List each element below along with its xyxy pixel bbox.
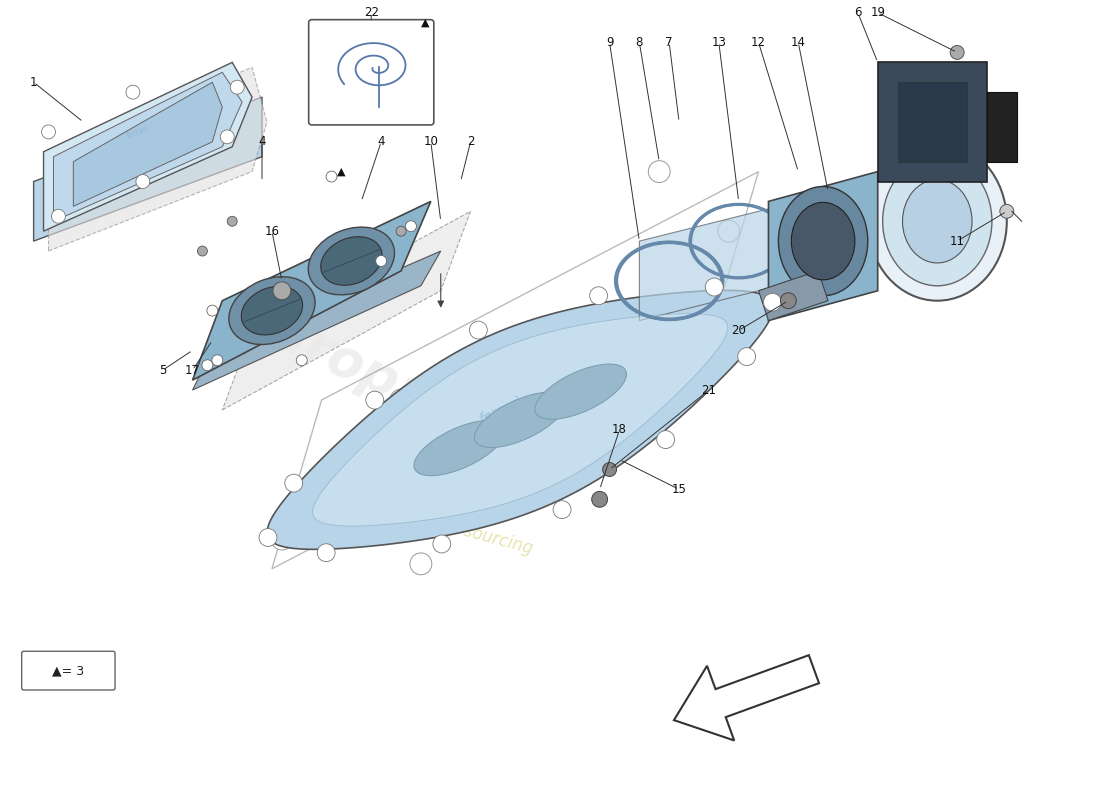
Circle shape [780, 293, 796, 309]
Polygon shape [48, 67, 267, 251]
Ellipse shape [414, 421, 506, 476]
Text: 19: 19 [870, 6, 886, 19]
Circle shape [648, 161, 670, 182]
Circle shape [376, 255, 386, 266]
Circle shape [366, 391, 384, 409]
Circle shape [317, 544, 336, 562]
Circle shape [220, 130, 234, 144]
Ellipse shape [791, 202, 855, 280]
Text: 15: 15 [672, 483, 686, 496]
Ellipse shape [321, 237, 382, 286]
Circle shape [433, 535, 451, 553]
Text: 12: 12 [751, 36, 766, 49]
Text: 20: 20 [732, 324, 746, 337]
Circle shape [406, 221, 417, 232]
Text: 16: 16 [264, 225, 279, 238]
Circle shape [410, 553, 432, 574]
Polygon shape [192, 251, 441, 390]
Ellipse shape [308, 227, 395, 295]
Circle shape [950, 46, 964, 59]
Text: 1: 1 [30, 76, 37, 89]
Polygon shape [759, 271, 828, 321]
Ellipse shape [902, 179, 972, 263]
Circle shape [763, 294, 781, 311]
Text: 5: 5 [160, 364, 166, 377]
Circle shape [202, 360, 213, 370]
Circle shape [212, 355, 223, 366]
Text: 10: 10 [424, 135, 438, 148]
Circle shape [285, 474, 303, 492]
Polygon shape [987, 92, 1016, 162]
Text: 14: 14 [791, 36, 806, 49]
Ellipse shape [779, 186, 868, 296]
Text: 22: 22 [364, 6, 378, 19]
Text: 17: 17 [185, 364, 200, 377]
Circle shape [738, 348, 756, 366]
Text: 21: 21 [702, 383, 716, 397]
Circle shape [618, 350, 640, 371]
Polygon shape [312, 314, 728, 526]
FancyBboxPatch shape [309, 20, 433, 125]
Polygon shape [34, 97, 262, 241]
Ellipse shape [229, 277, 315, 345]
Circle shape [126, 86, 140, 99]
Circle shape [42, 125, 55, 139]
Polygon shape [769, 171, 878, 321]
Circle shape [198, 246, 208, 256]
Polygon shape [674, 655, 820, 741]
Ellipse shape [868, 142, 1007, 301]
Polygon shape [878, 62, 987, 182]
Polygon shape [192, 202, 431, 380]
Circle shape [258, 529, 277, 546]
Text: 8: 8 [636, 36, 644, 49]
Ellipse shape [474, 392, 566, 447]
Text: ▲: ▲ [421, 18, 429, 28]
Circle shape [228, 216, 238, 226]
Polygon shape [639, 202, 799, 321]
Circle shape [657, 430, 674, 449]
Polygon shape [74, 82, 222, 206]
Text: 13: 13 [712, 36, 726, 49]
Circle shape [296, 355, 307, 366]
Text: ferrari: ferrari [125, 123, 151, 141]
Circle shape [718, 220, 739, 242]
Polygon shape [898, 82, 967, 162]
Circle shape [470, 321, 487, 339]
Circle shape [592, 491, 607, 507]
Circle shape [230, 80, 244, 94]
Circle shape [553, 501, 571, 518]
Text: 11: 11 [949, 234, 965, 248]
Circle shape [271, 528, 293, 550]
Text: ▲: ▲ [338, 166, 345, 177]
Circle shape [603, 462, 616, 477]
Text: ferrari: ferrari [477, 394, 524, 426]
Polygon shape [44, 62, 252, 231]
Ellipse shape [241, 286, 302, 335]
Polygon shape [222, 211, 471, 410]
Circle shape [390, 389, 412, 411]
Text: ▲= 3: ▲= 3 [53, 665, 85, 678]
Text: 4: 4 [377, 135, 385, 148]
Text: europages: europages [228, 290, 535, 470]
Text: 4: 4 [258, 135, 266, 148]
Text: 7: 7 [666, 36, 673, 49]
Circle shape [396, 226, 406, 236]
Text: 2: 2 [466, 135, 474, 148]
Circle shape [207, 305, 218, 316]
Text: a passion for parts sourcing: a passion for parts sourcing [307, 481, 535, 558]
Text: 9: 9 [606, 36, 614, 49]
Circle shape [1000, 204, 1014, 218]
Circle shape [705, 278, 723, 296]
Circle shape [326, 171, 337, 182]
Circle shape [136, 174, 150, 189]
Text: 6: 6 [854, 6, 861, 19]
Ellipse shape [882, 157, 992, 286]
Circle shape [52, 210, 65, 223]
Polygon shape [267, 290, 773, 550]
Text: 18: 18 [612, 423, 627, 436]
Circle shape [590, 287, 607, 305]
Ellipse shape [535, 364, 627, 419]
Circle shape [273, 282, 290, 300]
Polygon shape [54, 72, 242, 222]
